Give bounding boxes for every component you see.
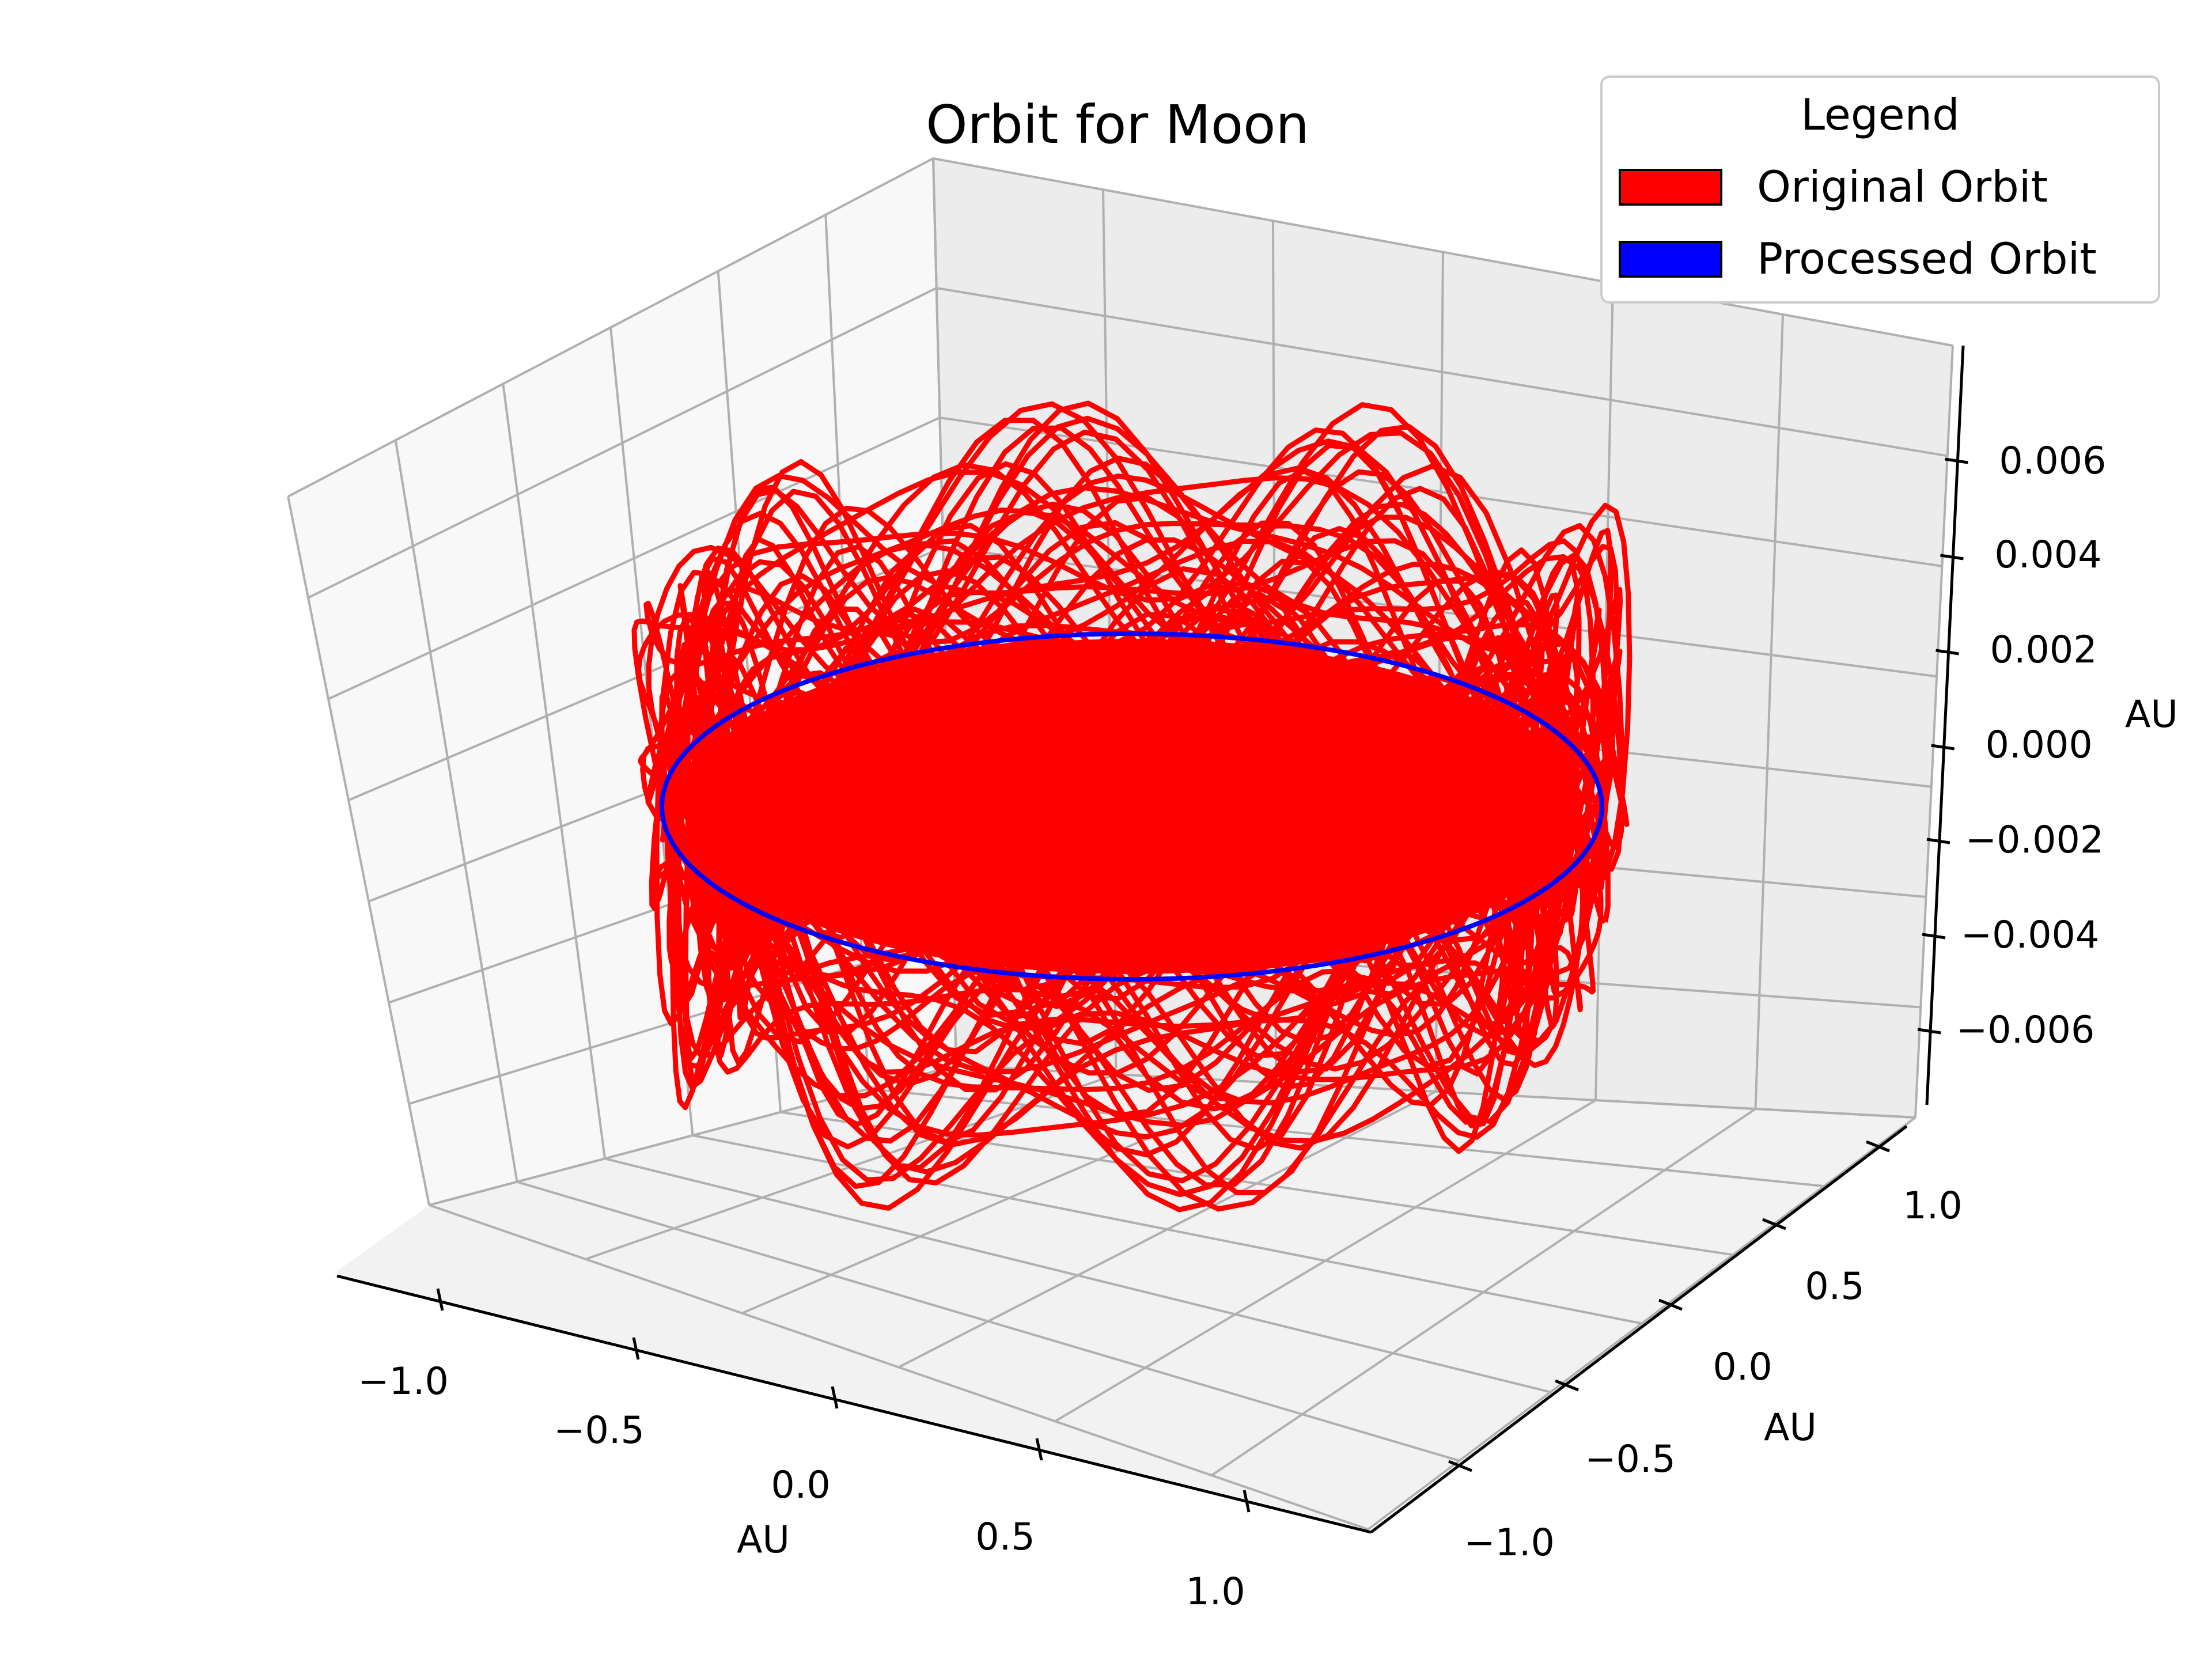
z-tick — [1926, 838, 1950, 844]
y-tick-label: −1.0 — [1464, 1521, 1555, 1565]
y-tick — [1762, 1218, 1786, 1230]
legend-swatch-original — [1619, 169, 1722, 206]
z-tick-label: −0.004 — [1961, 914, 2100, 957]
legend-label-original: Original Orbit — [1757, 161, 2048, 212]
z-tick — [1945, 457, 1968, 464]
z-tick-label: −0.006 — [1956, 1009, 2095, 1052]
z-tick — [1931, 744, 1955, 751]
chart-title: Orbit for Moon — [926, 94, 1309, 156]
y-axis-label: AU — [1764, 1406, 1817, 1449]
right-pane-gridline — [933, 157, 1953, 347]
y-tick-label: 0.0 — [1713, 1346, 1772, 1389]
z-tick — [1936, 649, 1959, 656]
y-tick-label: 0.5 — [1805, 1265, 1864, 1308]
z-axis-line — [1925, 345, 1965, 1105]
right-pane-gridline — [936, 287, 1948, 457]
processed-orbit-line — [659, 631, 1605, 982]
x-tick — [1035, 1438, 1043, 1461]
z-tick-label: 0.000 — [1986, 724, 2093, 767]
y-tick — [1448, 1460, 1472, 1472]
x-axis-line — [336, 1274, 1372, 1534]
gridlines — [287, 157, 1954, 1531]
left-pane-gridline — [287, 157, 934, 498]
legend-box — [1600, 75, 2160, 304]
left-pane-gridline — [287, 496, 430, 1206]
x-tick — [632, 1337, 640, 1360]
y-tick — [1866, 1140, 1890, 1153]
x-tick — [831, 1386, 839, 1409]
x-tick-label: −1.0 — [358, 1360, 449, 1403]
legend-swatch-processed — [1619, 241, 1722, 278]
x-tick-label: 0.0 — [771, 1464, 830, 1507]
legend: Legend Original Orbit Processed Orbit — [1600, 75, 2160, 304]
z-axis-label: AU — [2125, 693, 2178, 736]
x-tick-label: 1.0 — [1185, 1570, 1245, 1613]
x-tick-label: 0.5 — [975, 1516, 1035, 1559]
left-pane-gridline — [502, 384, 606, 1159]
x-tick-label: −0.5 — [554, 1409, 645, 1452]
floor-gridline — [516, 1180, 1460, 1462]
x-axis-label: AU — [737, 1518, 790, 1562]
left-pane-gridline — [308, 287, 937, 599]
floor-gridline — [1367, 1116, 1916, 1531]
z-tick-label: 0.006 — [1999, 440, 2106, 483]
y-tick-label: −0.5 — [1585, 1438, 1676, 1481]
z-tick-label: 0.004 — [1994, 533, 2101, 577]
axes: −1.0 −0.5 0.0 0.5 1.0 −1.0 −0.5 0.0 0.5 1.0 −0.006… — [336, 345, 2106, 1613]
right-pane-gridline — [1754, 314, 1784, 1109]
y-tick — [1555, 1379, 1579, 1392]
z-tick — [1940, 554, 1964, 560]
x-tick — [436, 1288, 444, 1311]
legend-title: Legend — [1801, 89, 1960, 140]
orbit-lines — [631, 400, 1633, 1213]
y-tick-label: 1.0 — [1903, 1184, 1962, 1228]
legend-label-processed: Processed Orbit — [1757, 233, 2097, 284]
right-pane-gridline — [1914, 345, 1954, 1118]
x-tick — [1243, 1490, 1251, 1513]
right-pane-gridline — [940, 416, 1942, 567]
original-orbit-fill — [685, 639, 1579, 974]
left-pane-gridline — [394, 440, 518, 1182]
floor-pane — [334, 1066, 1915, 1529]
z-tick — [1922, 933, 1946, 940]
z-tick-label: −0.002 — [1965, 819, 2104, 862]
z-tick — [1917, 1028, 1941, 1035]
z-tick-label: 0.002 — [1990, 628, 2097, 672]
y-tick — [1658, 1298, 1683, 1311]
floor-gridline — [429, 1204, 1369, 1531]
left-pane-gridline — [328, 416, 941, 700]
